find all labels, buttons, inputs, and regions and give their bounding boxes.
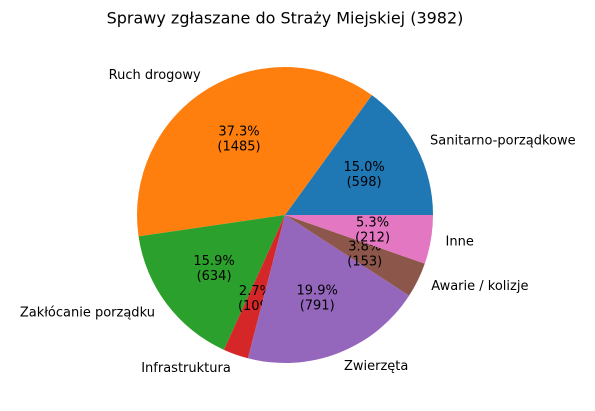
category-label: Zwierzęta <box>344 359 408 374</box>
pie-slice <box>285 95 434 215</box>
pie-slice <box>285 215 433 264</box>
value-label: 19.9% (791) <box>297 283 338 313</box>
value-label: 15.0% (598) <box>343 160 384 190</box>
pie-slice <box>138 215 285 350</box>
pie-slice <box>285 215 425 296</box>
pie-slice <box>247 215 410 363</box>
pie-slice <box>223 215 285 359</box>
chart-title: Sprawy zgłaszane do Straży Miejskiej (39… <box>107 9 464 28</box>
value-label: 5.3% (212) <box>355 215 390 245</box>
category-label: Zakłócanie porządku <box>20 305 155 320</box>
category-label: Inne <box>446 235 474 250</box>
category-label: Sanitarno-porządkowe <box>430 134 576 149</box>
category-label: Awarie / kolizje <box>431 279 528 294</box>
pie-slice <box>136 66 372 237</box>
value-label: 15.9% (634) <box>193 253 234 283</box>
value-label: 37.3% (1485) <box>217 124 260 154</box>
category-label: Infrastruktura <box>141 361 231 376</box>
category-label: Ruch drogowy <box>109 68 201 83</box>
